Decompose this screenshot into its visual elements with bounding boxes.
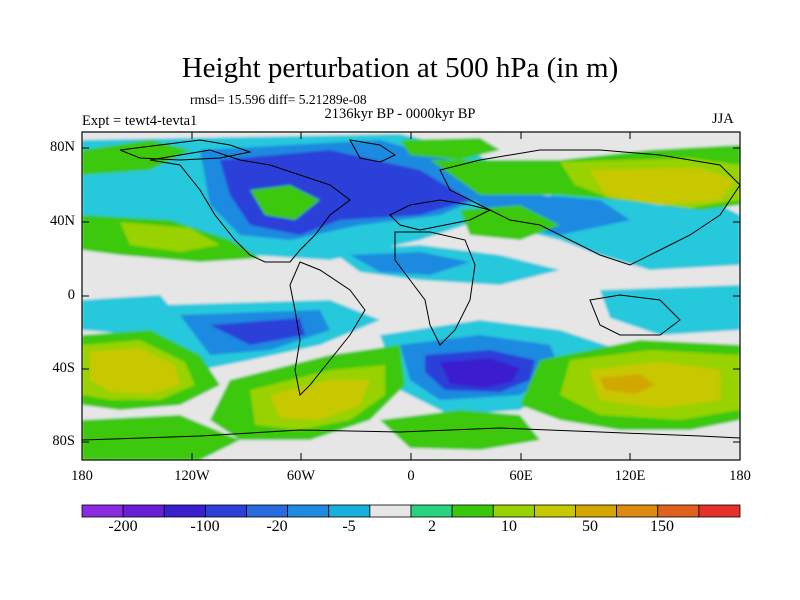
anomaly-region	[460, 205, 560, 240]
season-label: JJA	[712, 111, 734, 127]
colorbar-swatch	[657, 504, 700, 518]
coastline	[349, 139, 397, 163]
colorbar-swatch	[163, 504, 206, 518]
colorbar-swatch	[81, 504, 124, 518]
colorbar-label: 50	[582, 518, 598, 535]
coastline	[119, 139, 252, 161]
experiment-label: Expt = tewt4-tevta1	[82, 113, 198, 129]
anomaly-region	[82, 295, 190, 335]
colorbar-swatch	[533, 504, 576, 518]
colorbar-swatch	[451, 504, 494, 518]
anomaly-region	[350, 252, 470, 275]
colorbar-swatch	[204, 504, 247, 518]
lat-tick-label: 0	[67, 287, 75, 303]
colorbar-swatch	[575, 504, 618, 518]
colorbar	[81, 504, 741, 518]
colorbar-label: 10	[501, 518, 517, 535]
anomaly-region	[440, 358, 520, 388]
height-field	[82, 132, 740, 460]
colorbar-swatch	[698, 504, 741, 518]
coastline	[589, 294, 681, 336]
colorbar-swatch	[328, 504, 371, 518]
anomaly-region	[120, 222, 220, 252]
period-label: 2136kyr BP - 0000kyr BP	[324, 106, 476, 122]
anomaly-region	[250, 185, 320, 220]
lon-tick-label: 60E	[509, 468, 533, 484]
colorbar-label: -100	[190, 518, 220, 535]
anomaly-region	[400, 138, 500, 160]
anomaly-region	[90, 348, 180, 394]
lon-tick-label: 60W	[286, 468, 316, 484]
lon-tick-label: 180	[729, 468, 751, 484]
coastline	[149, 149, 351, 263]
lon-tick-label: 120E	[614, 468, 646, 484]
colorbar-swatch	[492, 504, 535, 518]
lon-tick-label: 180	[71, 468, 93, 484]
coastline	[289, 261, 366, 397]
lat-tick-label: 40N	[50, 213, 75, 229]
coastline	[439, 149, 740, 266]
colorbar-label: 150	[650, 518, 674, 535]
colorbar-label: 2	[428, 518, 436, 535]
rmsd-stats: rmsd= 15.596 diff= 5.21289e-08	[190, 92, 367, 107]
colorbar-swatch	[616, 504, 659, 518]
coastlines	[82, 139, 740, 441]
anomaly-region	[270, 380, 370, 420]
colorbar-label: -20	[266, 518, 288, 535]
coastline	[394, 231, 476, 346]
lat-tick-label: 80N	[50, 139, 75, 155]
plot-title: Height perturbation at 500 hPa (in m)	[181, 52, 619, 84]
colorbar-swatch	[246, 504, 289, 518]
colorbar-label: -200	[108, 518, 138, 535]
axis-ticks	[81, 132, 741, 460]
lat-tick-label: 40S	[52, 360, 75, 376]
coastline	[82, 427, 740, 441]
anomaly-region	[600, 374, 655, 394]
lat-tick-label: 80S	[52, 433, 75, 449]
colorbar-swatch	[287, 504, 330, 518]
colorbar-swatch	[410, 504, 453, 518]
colorbar-label: -5	[342, 518, 356, 535]
coastline	[389, 199, 492, 231]
anomaly-region	[210, 318, 305, 345]
colorbar-swatch	[369, 504, 412, 518]
lon-tick-label: 0	[407, 468, 415, 484]
colorbar-swatch	[122, 504, 165, 518]
anomaly-region	[82, 140, 190, 175]
lon-tick-label: 120W	[174, 468, 210, 484]
anomaly-region	[590, 168, 735, 205]
